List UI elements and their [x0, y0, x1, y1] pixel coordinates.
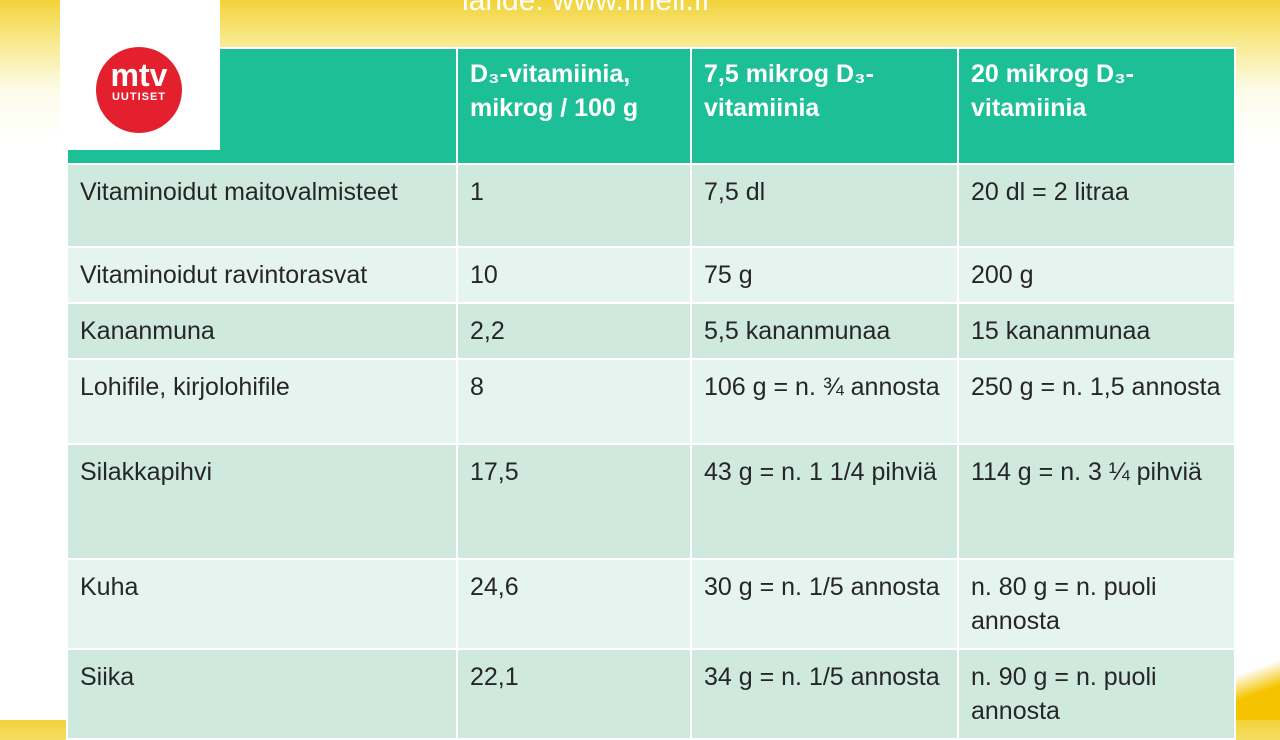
- header-row: ElintarvikeD₃-vitamiinia, mikrog / 100 g…: [66, 47, 1236, 165]
- table-row: Siika 22,1 34 g = n. 1/5 annosta n. 90 g = …: [66, 648, 1236, 740]
- table-cell: 34 g = n. 1/5 annosta: [690, 648, 959, 740]
- table-cell: Kananmuna: [66, 302, 458, 360]
- table-cell: 15 kananmunaa: [957, 302, 1236, 360]
- header-cell: D₃-vitamiinia, mikrog / 100 g: [456, 47, 692, 165]
- table-row: Kuha 24,6 30 g = n. 1/5 annosta n. 80 g = n…: [66, 558, 1236, 650]
- table-cell: 43 g = n. 1 1/4 pihviä: [690, 443, 959, 560]
- table-cell: 17,5: [456, 443, 692, 560]
- table-cell: Vitaminoidut maitovalmisteet: [66, 163, 458, 248]
- header-cell: 7,5 mikrog D₃-vitamiinia: [690, 47, 959, 165]
- source-link: lähde: www.fineli.fi: [462, 0, 709, 17]
- table-cell: Vitaminoidut ravintorasvat: [66, 246, 458, 304]
- table-cell: 1: [456, 163, 692, 248]
- table: ElintarvikeD₃-vitamiinia, mikrog / 100 g…: [66, 47, 1236, 740]
- table-cell: 2,2: [456, 302, 692, 360]
- table-body: Vitaminoidut maitovalmisteet 1 7,5 dl 20 dl…: [66, 163, 1236, 740]
- table-row: Kananmuna 2,2 5,5 kananmunaa 15 kananmunaa: [66, 302, 1236, 360]
- header-cell: 20 mikrog D₃-vitamiinia: [957, 47, 1236, 165]
- table-cell: n. 80 g = n. puoli annosta: [957, 558, 1236, 650]
- table-cell: 30 g = n. 1/5 annosta: [690, 558, 959, 650]
- table-cell: 8: [456, 358, 692, 445]
- logo-circle: mtv UUTISET: [96, 47, 182, 133]
- table-cell: 22,1: [456, 648, 692, 740]
- table-cell: 106 g = n. ¾ annosta: [690, 358, 959, 445]
- table-row: Vitaminoidut maitovalmisteet 1 7,5 dl 20 dl…: [66, 163, 1236, 248]
- decoration: [1234, 650, 1280, 720]
- table-cell: Siika: [66, 648, 458, 740]
- table-cell: 20 dl = 2 litraa: [957, 163, 1236, 248]
- logo-sub: UUTISET: [111, 91, 167, 103]
- table-row: Vitaminoidut ravintorasvat 10 75 g 200 g: [66, 246, 1236, 304]
- table-cell: 75 g: [690, 246, 959, 304]
- table-cell: Lohifile, kirjolohifile: [66, 358, 458, 445]
- table-cell: 24,6: [456, 558, 692, 650]
- table-cell: 200 g: [957, 246, 1236, 304]
- table-cell: 114 g = n. 3 ¼ pihviä: [957, 443, 1236, 560]
- logo-brand: mtv: [110, 57, 168, 93]
- table-cell: 7,5 dl: [690, 163, 959, 248]
- table-cell: Kuha: [66, 558, 458, 650]
- table-cell: 5,5 kananmunaa: [690, 302, 959, 360]
- table-row: Silakkapihvi 17,5 43 g = n. 1 1/4 pihviä 11…: [66, 443, 1236, 560]
- table-row: Lohifile, kirjolohifile 8 106 g = n. ¾ ann…: [66, 358, 1236, 445]
- table-cell: 250 g = n. 1,5 annosta: [957, 358, 1236, 445]
- table-cell: n. 90 g = n. puoli annosta: [957, 648, 1236, 740]
- table-cell: 10: [456, 246, 692, 304]
- logo: mtv UUTISET: [60, 0, 220, 150]
- table-cell: Silakkapihvi: [66, 443, 458, 560]
